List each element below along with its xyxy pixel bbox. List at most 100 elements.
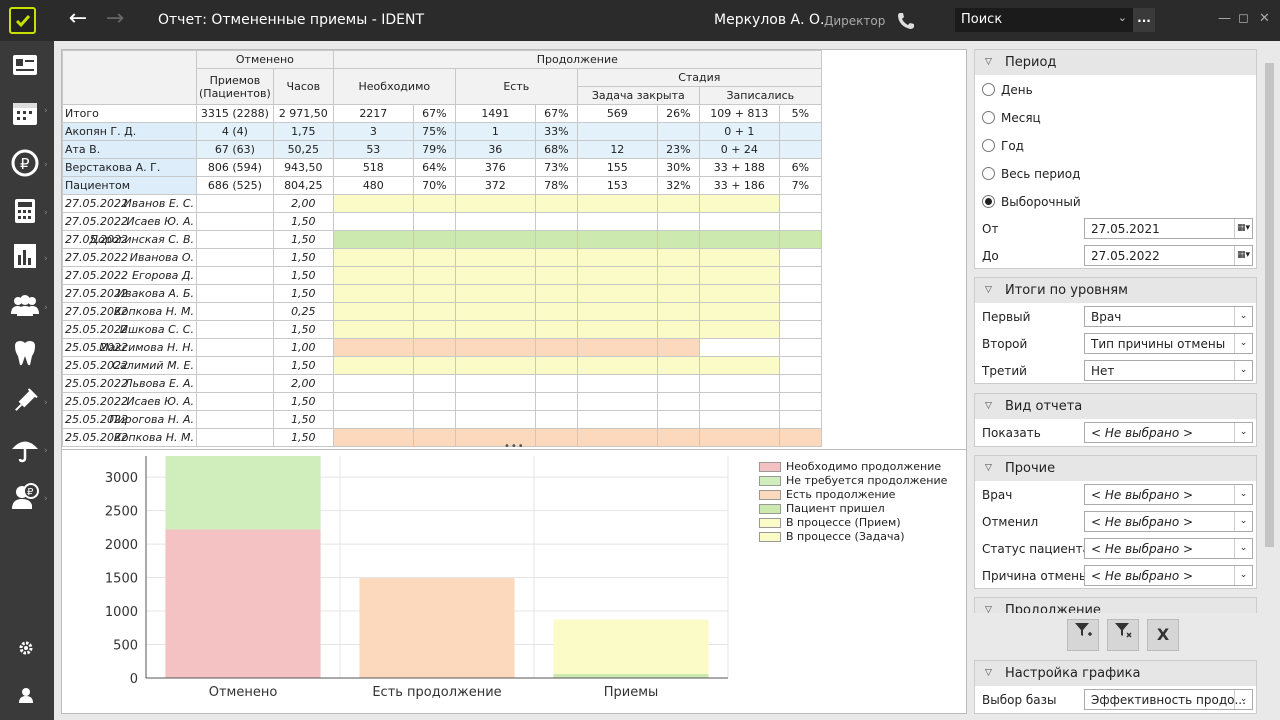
add-filter-button[interactable]	[1067, 619, 1099, 651]
period-option[interactable]: Год	[975, 131, 1256, 159]
col-needed[interactable]: Необходимо	[332, 68, 456, 105]
levels-header[interactable]: ▽ Итоги по уровням	[975, 278, 1256, 303]
chevron-down-icon[interactable]: ⌄	[1234, 423, 1252, 442]
view-header[interactable]: ▽ Вид отчета	[975, 394, 1256, 419]
reason-select[interactable]: < Не выбрано > ⌄	[1084, 565, 1253, 586]
period-option[interactable]: Весь период	[975, 159, 1256, 187]
collapse-icon[interactable]: ▽	[985, 285, 992, 295]
chevron-down-icon[interactable]: ⌄	[1234, 485, 1252, 504]
from-date-field[interactable]: 27.05.2021 ▦▾	[1084, 218, 1253, 239]
umbrella-icon[interactable]	[10, 434, 40, 464]
tooth-icon[interactable]	[10, 338, 40, 368]
calendar-dropdown-icon[interactable]: ▦▾	[1234, 246, 1252, 265]
chevron-down-icon[interactable]: ⌄	[1117, 11, 1127, 24]
search-options-button[interactable]: ...	[1133, 8, 1155, 32]
radio-button[interactable]	[982, 167, 995, 180]
chevron-down-icon[interactable]: ⌄	[1234, 307, 1252, 326]
report-icon[interactable]	[10, 241, 40, 271]
maximize-icon[interactable]: ◻	[1238, 11, 1249, 26]
collapse-icon[interactable]: ▽	[985, 463, 992, 473]
card-icon[interactable]	[10, 51, 40, 81]
table-row[interactable]: 27.05.2022 Дорогинская С. В. 1,50	[62, 230, 822, 249]
level-row[interactable]: Ата В. 67 (63) 50,25 53 79% 36 68% 12 23% 0 + 24	[62, 140, 822, 159]
collapse-icon[interactable]: ▽	[985, 605, 992, 613]
search-input[interactable]: Поиск ⌄	[955, 8, 1133, 32]
second-level-select[interactable]: Тип причины отмены ⌄	[1084, 333, 1253, 354]
back-arrow-icon[interactable]: ←	[68, 6, 88, 31]
clear-filter-button[interactable]	[1107, 619, 1139, 651]
close-icon[interactable]: ✕	[1259, 11, 1270, 26]
first-level-select[interactable]: Врач ⌄	[1084, 306, 1253, 327]
table-row[interactable]: 25.05.2022 Исаев Ю. А. 1,50	[62, 392, 822, 411]
user-name[interactable]: Меркулов А. О.	[714, 12, 825, 28]
radio-button[interactable]	[982, 139, 995, 152]
chevron-down-icon[interactable]: ⌄	[1234, 690, 1252, 709]
other-header[interactable]: ▽ Прочие	[975, 456, 1256, 481]
show-select[interactable]: < Не выбрано > ⌄	[1084, 422, 1253, 443]
syringe-icon[interactable]	[10, 386, 40, 416]
period-option[interactable]: День	[975, 75, 1256, 103]
level-row[interactable]: Пациентом 686 (525) 804,25 480 70% 372 78% 153 3…	[62, 176, 822, 195]
excel-export-button[interactable]: X	[1147, 619, 1179, 651]
col-hours[interactable]: Часов	[272, 68, 334, 105]
chevron-down-icon[interactable]: ⌄	[1234, 361, 1252, 380]
table-row[interactable]: 25.05.2022 Салимий М. Е. 1,50	[62, 356, 822, 375]
ruble-icon[interactable]: ₽	[10, 148, 40, 178]
collapse-icon[interactable]: ▽	[985, 57, 992, 67]
period-option[interactable]: Месяц	[975, 103, 1256, 131]
table-row[interactable]: 27.05.2022 Иванов Е. С. 2,00	[62, 194, 822, 213]
table-row[interactable]: 25.05.2022 Ишкова С. С. 1,50	[62, 320, 822, 339]
third-level-select[interactable]: Нет ⌄	[1084, 360, 1253, 381]
phone-icon[interactable]	[896, 11, 916, 31]
col-task-closed[interactable]: Задача закрыта	[576, 86, 700, 105]
calculator-icon[interactable]	[10, 196, 40, 226]
calendar-dropdown-icon[interactable]: ▦▾	[1234, 219, 1252, 238]
table-row[interactable]: 25.05.2022 Максимова Н. Н. 1,00	[62, 338, 822, 357]
report-table[interactable]: Отменено Продолжение Приемов (Пациентов)…	[61, 49, 967, 481]
radio-button[interactable]	[982, 195, 995, 208]
base-select[interactable]: Эффективность продо... ⌄	[1084, 689, 1253, 710]
gear-icon[interactable]	[17, 639, 35, 657]
to-date-field[interactable]: 27.05.2022 ▦▾	[1084, 245, 1253, 266]
level-row[interactable]: Акопян Г. Д. 4 (4) 1,75 3 75% 1 33% 0 + 1	[62, 122, 822, 141]
table-row[interactable]: 25.05.2022 Копкова Н. М. 1,50	[62, 428, 822, 447]
col-appointments[interactable]: Приемов (Пациентов)	[196, 68, 274, 105]
status-select[interactable]: < Не выбрано > ⌄	[1084, 538, 1253, 559]
period-option[interactable]: Выборочный	[975, 187, 1256, 215]
table-row[interactable]: 27.05.2022 Копкова Н. М. 0,25	[62, 302, 822, 321]
table-row[interactable]: 25.05.2022 Пирогова Н. А. 1,50	[62, 410, 822, 429]
col-exists[interactable]: Есть	[454, 68, 578, 105]
table-row[interactable]: 27.05.2022 Ивакова А. Б. 1,50	[62, 284, 822, 303]
period-header[interactable]: ▽ Период	[975, 50, 1256, 75]
radio-button[interactable]	[982, 83, 995, 96]
chevron-down-icon[interactable]: ⌄	[1234, 566, 1252, 585]
col-booked[interactable]: Записались	[698, 86, 822, 105]
table-row[interactable]: 27.05.2022 Исаев Ю. А. 1,50	[62, 212, 822, 231]
chevron-down-icon[interactable]: ⌄	[1234, 539, 1252, 558]
person-icon[interactable]	[17, 686, 35, 704]
splitter-handle[interactable]: •••	[504, 441, 525, 452]
forward-arrow-icon[interactable]: →	[105, 6, 125, 31]
scrollbar-thumb[interactable]	[1265, 63, 1274, 547]
table-row[interactable]: 27.05.2022 Егорова Д. 1,50	[62, 266, 822, 285]
level-row[interactable]: Верстакова А. Г. 806 (594) 943,50 518 64% 376…	[62, 158, 822, 177]
doctor-select[interactable]: < Не выбрано > ⌄	[1084, 484, 1253, 505]
chevron-down-icon[interactable]: ⌄	[1234, 512, 1252, 531]
person-ruble-icon[interactable]: ₽	[10, 481, 40, 511]
collapse-icon[interactable]: ▽	[985, 668, 992, 678]
continuation-header[interactable]: ▽ Продолжение	[975, 598, 1256, 613]
cell	[698, 410, 780, 429]
calendar-icon[interactable]	[10, 98, 40, 128]
table-row[interactable]: 25.05.2022 Львова Е. А. 2,00	[62, 374, 822, 393]
minimize-icon[interactable]: —	[1218, 11, 1231, 26]
chevron-down-icon[interactable]: ⌄	[1234, 334, 1252, 353]
graph-settings-header[interactable]: ▽ Настройка графика	[975, 661, 1256, 686]
patients-icon[interactable]	[10, 290, 40, 320]
cancelled-by-select[interactable]: < Не выбрано > ⌄	[1084, 511, 1253, 532]
table-row[interactable]: 27.05.2022 Иванова О. 1,50	[62, 248, 822, 267]
total-row[interactable]: Итого 3315 (2288) 2 971,50 2217 67% 1491…	[62, 104, 822, 123]
app-logo-icon[interactable]	[9, 7, 36, 34]
filter-scrollbar[interactable]	[1263, 49, 1275, 615]
radio-button[interactable]	[982, 111, 995, 124]
collapse-icon[interactable]: ▽	[985, 401, 992, 411]
